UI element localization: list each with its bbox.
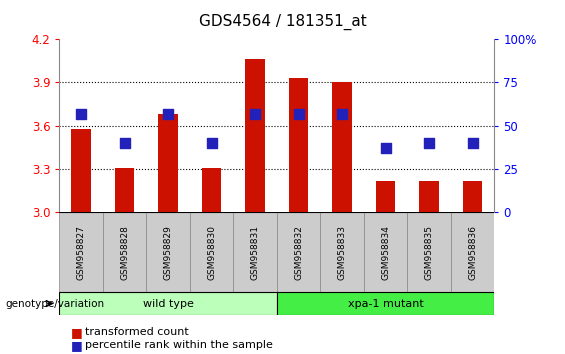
Point [251,111,260,116]
Bar [332,82,352,212]
Point [425,140,434,146]
Text: GSM958829: GSM958829 [164,225,172,280]
Bar [146,212,190,292]
Bar [277,212,320,292]
Bar [233,212,277,292]
Bar [115,167,134,212]
Bar [289,78,308,212]
Text: GSM958827: GSM958827 [77,225,85,280]
Text: GSM958833: GSM958833 [338,225,346,280]
Point [76,111,86,116]
Text: GSM958828: GSM958828 [120,225,129,280]
Text: ■: ■ [71,339,82,352]
Text: percentile rank within the sample: percentile rank within the sample [85,340,273,350]
Text: xpa-1 mutant: xpa-1 mutant [347,298,424,309]
Bar [277,292,494,315]
Text: GSM958836: GSM958836 [468,225,477,280]
Bar [190,212,233,292]
Bar [202,167,221,212]
Bar [376,181,396,212]
Text: GDS4564 / 181351_at: GDS4564 / 181351_at [199,14,366,30]
Bar [451,212,494,292]
Bar [407,212,451,292]
Point [207,140,216,146]
Bar [59,292,277,315]
Bar [364,212,407,292]
Text: GSM958834: GSM958834 [381,225,390,280]
Text: ■: ■ [71,326,82,338]
Point [381,145,390,151]
Text: wild type: wild type [142,298,194,309]
Text: GSM958832: GSM958832 [294,225,303,280]
Point [120,140,129,146]
Bar [245,59,265,212]
Bar [59,212,103,292]
Bar [419,181,439,212]
Bar [158,114,178,212]
Bar [71,129,91,212]
Text: GSM958831: GSM958831 [251,225,259,280]
Point [164,111,173,116]
Bar [463,181,483,212]
Point [468,140,477,146]
Bar [103,212,146,292]
Text: genotype/variation: genotype/variation [6,298,105,309]
Text: transformed count: transformed count [85,327,189,337]
Point [294,111,303,116]
Text: GSM958830: GSM958830 [207,225,216,280]
Point [338,111,347,116]
Bar [320,212,364,292]
Text: GSM958835: GSM958835 [425,225,433,280]
